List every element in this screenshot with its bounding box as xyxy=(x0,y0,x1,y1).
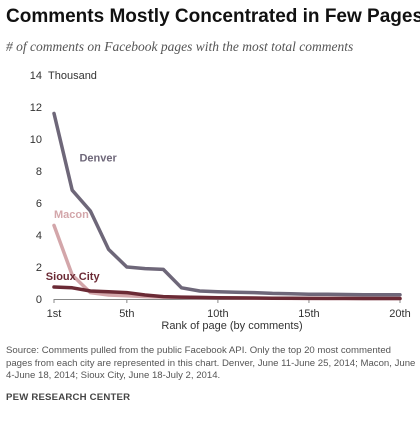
y-tick-label: 2 xyxy=(36,262,42,274)
y-tick-label: 6 xyxy=(36,198,42,210)
y-tick-label: 12 xyxy=(30,102,42,114)
series-label-denver: Denver xyxy=(79,152,117,164)
series-label-macon: Macon xyxy=(54,209,89,221)
brand-credit: PEW RESEARCH CENTER xyxy=(6,392,131,403)
source-note: Source: Comments pulled from the public … xyxy=(6,345,416,382)
y-tick-label: 4 xyxy=(36,230,42,242)
series-line-macon xyxy=(52,223,402,301)
series-lines xyxy=(52,111,402,301)
x-axis-label: Rank of page (by comments) xyxy=(161,320,302,332)
chart-title: Comments Mostly Concentrated in Few Page… xyxy=(6,6,420,27)
series-label-sioux-city: Sioux City xyxy=(46,271,101,283)
series-line-sioux-city xyxy=(52,285,402,301)
x-tick-label: 1st xyxy=(47,308,62,320)
x-tick-label: 20th xyxy=(389,308,410,320)
y-tick-label: 10 xyxy=(30,134,42,146)
y-tick-label: 8 xyxy=(36,166,42,178)
x-tick-label: 15th xyxy=(298,308,319,320)
y-tick-label: 14 xyxy=(30,70,42,82)
series-labels: Denver Macon Sioux City xyxy=(46,152,118,282)
series-line-denver xyxy=(52,111,402,297)
x-axis-ticks: 1st 5th 10th 15th 20th xyxy=(47,299,411,320)
y-tick-label: 0 xyxy=(36,294,42,306)
y-axis-unit: Thousand xyxy=(48,70,97,82)
x-tick-label: 10th xyxy=(207,308,228,320)
x-tick-label: 5th xyxy=(119,308,134,320)
y-axis-ticks: 0 2 4 6 8 10 12 14 xyxy=(30,70,42,306)
chart-subtitle: # of comments on Facebook pages with the… xyxy=(6,39,354,54)
